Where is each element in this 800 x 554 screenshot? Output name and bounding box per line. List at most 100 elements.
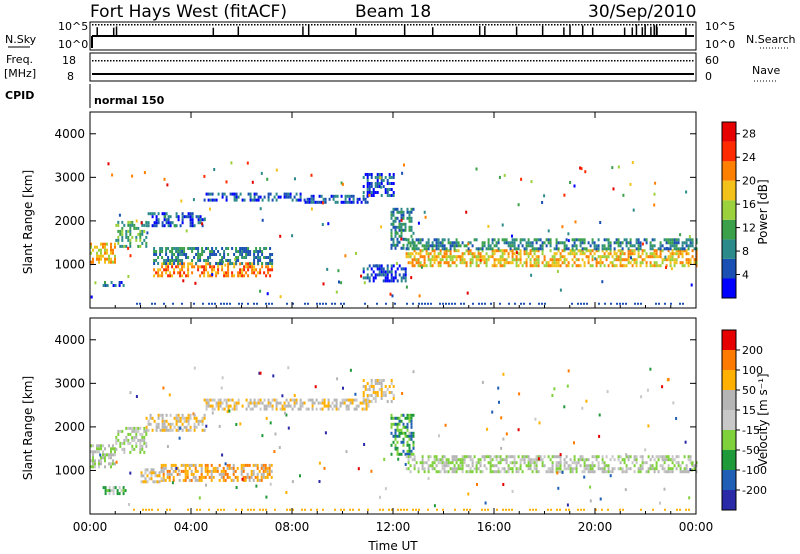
heatmap-cell xyxy=(457,464,460,468)
heatmap-cell xyxy=(339,401,342,405)
time-xlabel: Time UT xyxy=(367,539,418,553)
heatmap-cell xyxy=(519,458,522,462)
heatmap-cell xyxy=(248,478,251,482)
heatmap-cell xyxy=(386,267,389,271)
heatmap-cell xyxy=(405,252,408,256)
heatmap-cell xyxy=(501,249,504,253)
heatmap-cell xyxy=(255,256,258,259)
heatmap-cell xyxy=(627,258,630,262)
low-range-cell xyxy=(679,508,681,511)
heatmap-cell xyxy=(104,248,106,252)
heatmap-cell xyxy=(413,247,416,251)
heatmap-cell xyxy=(291,407,294,411)
heatmap-cell xyxy=(589,467,592,471)
low-range-cell xyxy=(247,508,249,511)
heatmap-cell xyxy=(102,444,104,448)
nave-dot xyxy=(308,60,310,62)
heatmap-cell xyxy=(404,228,407,232)
heatmap-cell xyxy=(323,398,326,402)
heatmap-cell xyxy=(96,447,98,451)
heatmap-cell xyxy=(671,258,674,262)
heatmap-cell xyxy=(571,238,574,242)
nsearch-dot xyxy=(170,24,172,26)
heatmap-cell xyxy=(655,264,658,268)
heatmap-cell xyxy=(262,469,265,473)
heatmap-cell xyxy=(380,270,383,274)
heatmap-cell xyxy=(114,254,116,258)
heatmap-cell xyxy=(195,416,198,420)
heatmap-scatter-cell xyxy=(111,173,114,177)
heatmap-cell xyxy=(347,404,350,408)
low-range-cell xyxy=(658,302,660,305)
low-range-cell xyxy=(529,508,531,511)
heatmap-cell xyxy=(266,466,269,470)
heatmap-cell xyxy=(366,194,369,197)
heatmap-cell xyxy=(493,455,496,459)
low-range-cell xyxy=(637,302,639,305)
heatmap-cell xyxy=(231,262,234,265)
heatmap-cell xyxy=(157,212,160,216)
nave-dot xyxy=(680,60,682,62)
heatmap-cell xyxy=(199,259,202,262)
heatmap-cell xyxy=(483,464,486,468)
heatmap-cell xyxy=(137,429,140,433)
heatmap-cell xyxy=(663,455,666,459)
heatmap-cell xyxy=(277,401,280,405)
heatmap-scatter-cell xyxy=(357,467,360,471)
heatmap-cell xyxy=(671,467,674,471)
heatmap-cell xyxy=(169,262,172,265)
heatmap-cell xyxy=(153,250,156,253)
heatmap-cell xyxy=(398,419,401,423)
heatmap-cell xyxy=(406,210,409,214)
heatmap-cell xyxy=(370,173,373,176)
heatmap-cell xyxy=(382,379,385,382)
heatmap-cell xyxy=(577,461,580,465)
heatmap-cell xyxy=(235,247,238,250)
heatmap-cell xyxy=(232,469,235,473)
heatmap-cell xyxy=(396,440,399,444)
nsearch-dot xyxy=(293,24,295,26)
heatmap-cell xyxy=(651,467,654,471)
heatmap-cell xyxy=(599,467,602,471)
heatmap-cell xyxy=(366,185,369,188)
heatmap-cell xyxy=(400,234,403,238)
heatmap-cell xyxy=(205,265,208,269)
heatmap-cell xyxy=(527,238,530,242)
heatmap-cell xyxy=(601,461,604,465)
heatmap-cell xyxy=(661,261,664,265)
heatmap-cell xyxy=(115,435,118,439)
heatmap-cell xyxy=(140,480,143,484)
heatmap-cell xyxy=(413,455,416,459)
heatmap-cell xyxy=(449,258,452,262)
heatmap-cell xyxy=(104,257,106,261)
heatmap-cell xyxy=(121,235,124,239)
heatmap-cell xyxy=(445,261,448,265)
heatmap-cell xyxy=(266,469,269,473)
heatmap-cell xyxy=(370,267,373,271)
heatmap-cell xyxy=(435,464,438,468)
heatmap-cell xyxy=(601,470,604,474)
nsearch-dot xyxy=(155,24,157,26)
heatmap-scatter-cell xyxy=(266,177,269,181)
nsearch-dot xyxy=(587,24,589,26)
heatmap-cell xyxy=(475,470,478,474)
heatmap-cell xyxy=(159,413,162,417)
heatmap-cell xyxy=(207,192,210,196)
heatmap-cell xyxy=(499,455,502,459)
heatmap-scatter-cell xyxy=(355,251,357,255)
colorbar-swatch xyxy=(722,180,736,201)
nsearch-dot xyxy=(452,24,454,26)
heatmap-cell xyxy=(441,258,444,262)
heatmap-scatter-cell xyxy=(259,371,262,375)
low-range-cell xyxy=(325,302,327,305)
heatmap-cell xyxy=(569,252,572,256)
heatmap-cell xyxy=(595,249,598,253)
nave-dot xyxy=(113,60,115,62)
nave-dot xyxy=(119,60,121,62)
heatmap-cell xyxy=(503,264,506,268)
heatmap-scatter-cell xyxy=(131,174,134,178)
low-range-cell xyxy=(304,302,306,305)
heatmap-cell xyxy=(643,461,646,465)
heatmap-cell xyxy=(249,398,252,402)
heatmap-cell xyxy=(439,244,442,248)
